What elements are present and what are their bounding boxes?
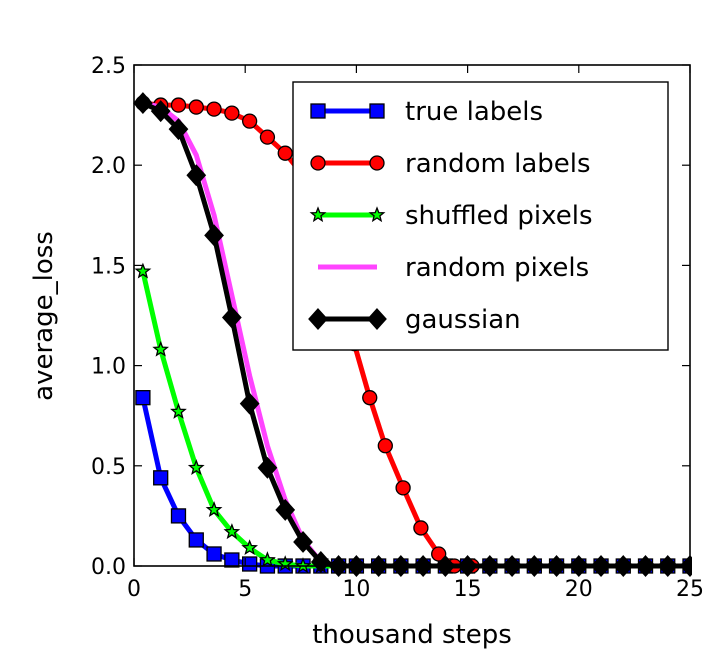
series-2-point-4 (205, 501, 223, 518)
series-2-point-5 (223, 523, 241, 540)
y-tick-label-4: 2.0 (91, 154, 126, 179)
series-1-point-15 (395, 480, 411, 496)
legend-label-1: random labels (405, 149, 591, 179)
series-1-point-13 (362, 390, 378, 406)
legend-label-4: gaussian (405, 305, 521, 335)
x-tick-label-1: 5 (238, 577, 252, 602)
series-0-point-5 (224, 552, 240, 568)
series-2-point-2 (170, 402, 187, 419)
y-tick-label-3: 1.5 (91, 254, 126, 279)
series-4-point-6 (239, 392, 260, 415)
series-2-point-3 (187, 458, 205, 475)
legend-entry-4: gaussian (308, 305, 521, 335)
series-4-point-5 (221, 306, 242, 329)
series-2-point-0 (134, 262, 152, 279)
legend-marker-end-4 (367, 308, 387, 330)
legend-marker-start-4 (308, 308, 328, 330)
x-tick-label-3: 15 (454, 577, 482, 602)
series-0-point-3 (188, 532, 204, 548)
series-1-point-5 (224, 105, 240, 121)
legend-entry-1: random labels (310, 149, 591, 179)
series-2-point-7 (259, 551, 276, 568)
series-1-point-6 (241, 113, 258, 129)
series-0-point-0 (135, 390, 151, 406)
legend-label-2: shuffled pixels (405, 201, 592, 231)
series-1-point-17 (431, 546, 447, 562)
series-0-point-6 (241, 556, 258, 572)
series-4-point-8 (275, 498, 296, 521)
legend-marker-start-2 (309, 206, 327, 223)
series-4-point-9 (293, 530, 313, 553)
y-axis-title: average_loss (29, 231, 59, 401)
legend: true labels random labels shuffled pixels r… (292, 81, 669, 351)
series-4-point-7 (257, 456, 278, 479)
series-1-point-8 (277, 145, 293, 161)
y-tick-label-5: 2.5 (91, 54, 126, 79)
series-4-point-4 (204, 224, 224, 247)
series-1-point-14 (377, 438, 393, 454)
x-tick-label-2: 10 (342, 577, 370, 602)
legend-marker-start-1 (310, 155, 326, 171)
series-4-point-10 (310, 551, 331, 573)
plot-frame (133, 64, 691, 567)
series-4-point-2 (168, 118, 189, 141)
series-4-point-1 (150, 100, 171, 123)
y-tick-label-0: 0.0 (91, 555, 126, 580)
series-0-point-2 (170, 508, 187, 524)
series-1-point-4 (206, 101, 222, 117)
series-1-point-7 (259, 129, 276, 145)
x-tick-label-4: 20 (565, 577, 593, 602)
series-2-point-1 (152, 340, 169, 357)
legend-marker-end-1 (369, 155, 385, 171)
series-0-point-4 (206, 546, 222, 562)
y-tick-label-2: 1.0 (91, 355, 126, 380)
series-1-point-3 (188, 99, 204, 115)
legend-marker-end-0 (369, 103, 385, 119)
legend-marker-end-2 (368, 206, 386, 223)
legend-entry-2: shuffled pixels (309, 201, 592, 231)
x-tick-label-0: 0 (127, 577, 141, 602)
x-tick-label-5: 25 (676, 577, 704, 602)
legend-marker-start-0 (310, 103, 326, 119)
series-1-point-16 (413, 520, 429, 536)
y-tick-label-1: 0.5 (91, 455, 126, 480)
legend-label-0: true labels (405, 97, 543, 127)
series-1-point-2 (170, 97, 187, 113)
legend-entry-0: true labels (310, 97, 543, 127)
series-4-point-0 (133, 92, 153, 115)
legend-label-3: random pixels (405, 253, 589, 283)
x-axis-title: thousand steps (312, 620, 512, 650)
ticks-layer: 0 5 10 15 20 25 0.0 0.5 1.0 1.5 2.0 2.5 (91, 54, 704, 602)
series-2-point-6 (241, 539, 258, 556)
series-2-point-8 (276, 555, 294, 572)
series-4-point-3 (186, 164, 207, 187)
legend-entry-3: random pixels (318, 253, 589, 283)
series-0-point-1 (153, 470, 169, 486)
